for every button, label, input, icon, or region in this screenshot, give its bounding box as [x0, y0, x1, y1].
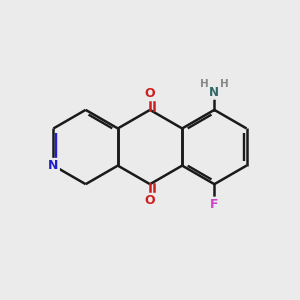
Text: F: F [210, 198, 219, 211]
Text: H: H [220, 79, 229, 89]
Text: H: H [200, 79, 208, 89]
Text: O: O [145, 194, 155, 207]
Text: O: O [145, 87, 155, 100]
Text: N: N [209, 85, 219, 98]
Text: N: N [48, 159, 59, 172]
